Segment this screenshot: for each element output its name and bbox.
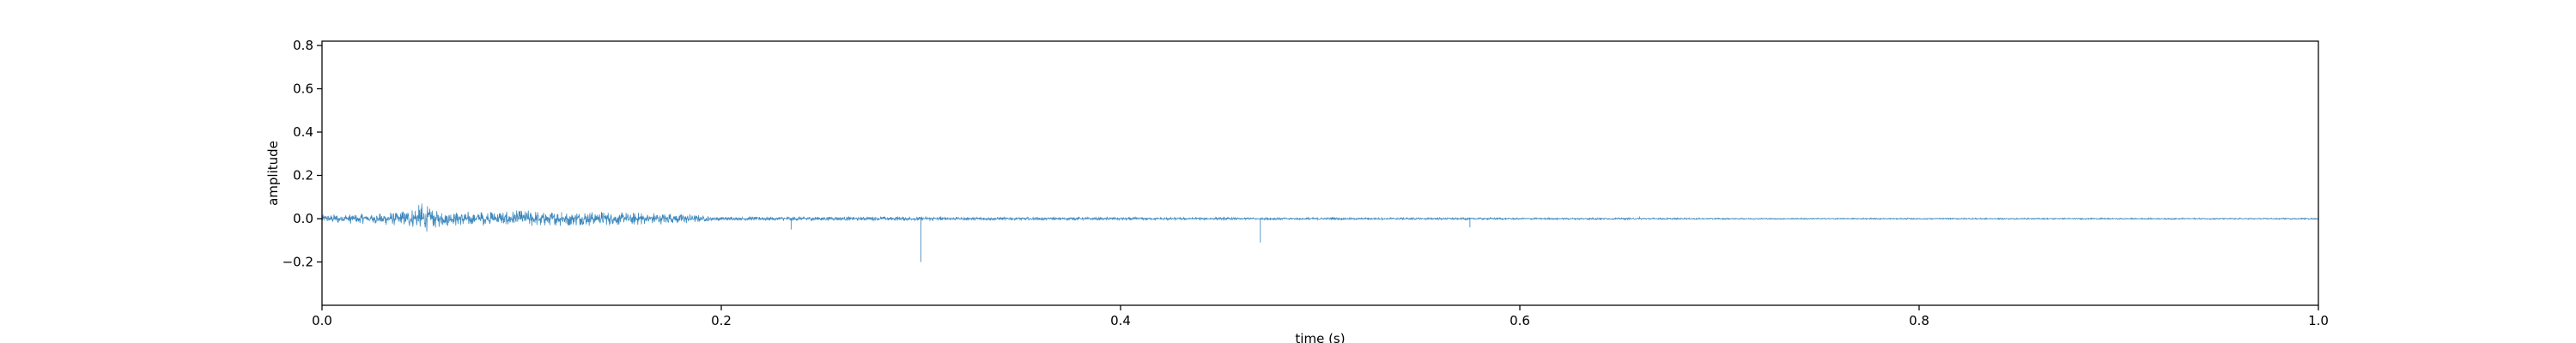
y-tick-label: −0.2 (283, 255, 313, 270)
x-axis-label: time (s) (1295, 331, 1345, 343)
y-tick-label: 0.4 (293, 124, 313, 140)
x-tick-label: 0.6 (1510, 313, 1530, 328)
y-tick-label: 0.6 (293, 81, 313, 97)
waveform-line (321, 205, 2319, 232)
x-tick-label: 0.8 (1909, 313, 1929, 328)
x-tick-label: 0.2 (711, 313, 732, 328)
y-tick-label: 0.8 (293, 38, 313, 53)
y-tick-label: 0.2 (293, 168, 313, 184)
waveform-series (321, 203, 2319, 262)
x-tick-label: 0.4 (1110, 313, 1131, 328)
y-tick-label: 0.0 (293, 211, 313, 226)
x-tick-label: 0.0 (312, 313, 332, 328)
y-axis: −0.2 0.0 0.2 0.4 0.6 0.8 (283, 38, 322, 270)
y-axis-label: amplitude (265, 141, 281, 206)
plot-background (322, 41, 2318, 305)
plot-area (321, 40, 2319, 306)
x-tick-label: 1.0 (2308, 313, 2329, 328)
x-axis: 0.0 0.2 0.4 0.6 0.8 1.0 (312, 305, 2329, 328)
plot-frame (321, 40, 2319, 306)
